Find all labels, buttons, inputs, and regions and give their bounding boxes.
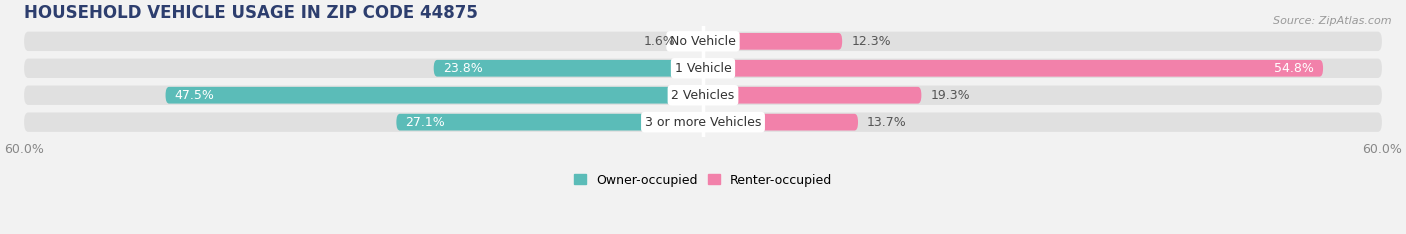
Text: 23.8%: 23.8% (443, 62, 482, 75)
Text: No Vehicle: No Vehicle (671, 35, 735, 48)
Text: 19.3%: 19.3% (931, 89, 970, 102)
Legend: Owner-occupied, Renter-occupied: Owner-occupied, Renter-occupied (568, 168, 838, 191)
Text: 13.7%: 13.7% (868, 116, 907, 129)
Text: 1 Vehicle: 1 Vehicle (675, 62, 731, 75)
Text: Source: ZipAtlas.com: Source: ZipAtlas.com (1274, 16, 1392, 26)
FancyBboxPatch shape (24, 85, 1382, 105)
Text: 1.6%: 1.6% (644, 35, 676, 48)
FancyBboxPatch shape (703, 60, 1323, 77)
Text: 54.8%: 54.8% (1274, 62, 1315, 75)
FancyBboxPatch shape (396, 114, 703, 131)
Text: HOUSEHOLD VEHICLE USAGE IN ZIP CODE 44875: HOUSEHOLD VEHICLE USAGE IN ZIP CODE 4487… (24, 4, 478, 22)
FancyBboxPatch shape (703, 114, 858, 131)
FancyBboxPatch shape (24, 32, 1382, 51)
FancyBboxPatch shape (703, 87, 921, 104)
FancyBboxPatch shape (433, 60, 703, 77)
FancyBboxPatch shape (24, 113, 1382, 132)
Text: 12.3%: 12.3% (851, 35, 891, 48)
FancyBboxPatch shape (685, 33, 703, 50)
FancyBboxPatch shape (703, 33, 842, 50)
FancyBboxPatch shape (166, 87, 703, 104)
Text: 3 or more Vehicles: 3 or more Vehicles (645, 116, 761, 129)
Text: 47.5%: 47.5% (174, 89, 215, 102)
Text: 2 Vehicles: 2 Vehicles (672, 89, 734, 102)
FancyBboxPatch shape (24, 58, 1382, 78)
Text: 27.1%: 27.1% (405, 116, 446, 129)
